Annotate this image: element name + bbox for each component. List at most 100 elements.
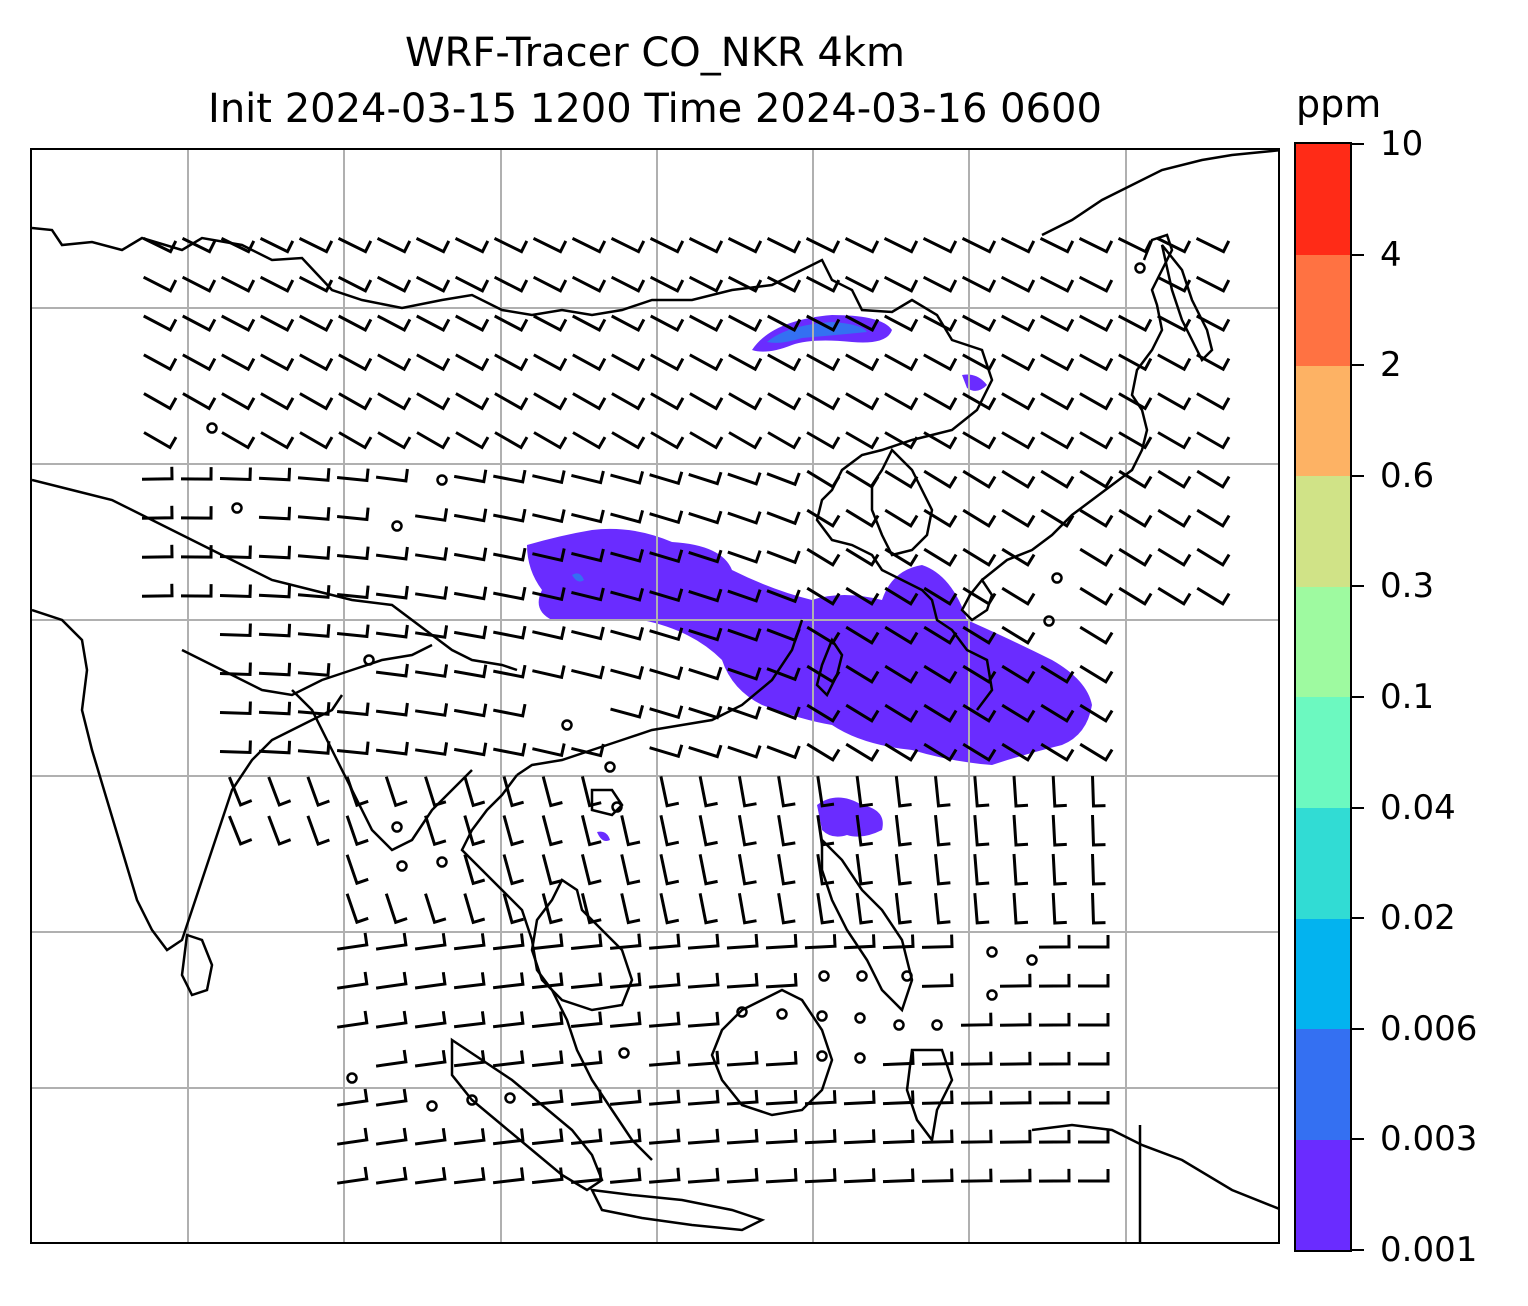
wind-barb [767, 392, 802, 411]
wind-barb [377, 431, 412, 450]
wind-barb [973, 853, 990, 886]
wind-barb [855, 853, 873, 886]
wind-barb [1157, 586, 1192, 606]
wind-barb [297, 702, 331, 716]
wind-barb [728, 353, 763, 372]
wind-barb [1157, 547, 1192, 567]
wind-barb [494, 431, 529, 450]
wind-barb [1079, 431, 1114, 450]
wind-barb [934, 892, 951, 925]
wind-barb [375, 702, 409, 717]
wind-barb [659, 814, 680, 847]
wind-barb [884, 469, 919, 489]
wind-barb [414, 547, 449, 561]
wind-barb [649, 471, 684, 486]
wind-barb [414, 971, 447, 990]
wind-barb [531, 1167, 564, 1185]
wind-barb [532, 743, 566, 758]
wind-barb [687, 972, 720, 989]
wind-barb [492, 1167, 525, 1185]
wind-barb [611, 314, 646, 333]
wind-barb [962, 508, 997, 528]
wind-barb [806, 703, 841, 723]
wind-barb [541, 854, 563, 886]
wind-barb [384, 893, 408, 925]
wind-barb [649, 549, 684, 564]
colorbar-tick-label: 0.6 [1380, 455, 1435, 496]
coastline-newguinea [1031, 1123, 1278, 1210]
calm-wind-marker [436, 474, 448, 486]
wind-barb [143, 314, 178, 333]
wind-barb [375, 663, 409, 678]
wind-barb [572, 353, 607, 372]
wind-barb [1157, 469, 1192, 489]
wind-barb [923, 586, 958, 606]
wind-barb [1157, 314, 1192, 333]
wind-barb [414, 932, 447, 951]
wind-barb [883, 237, 919, 254]
wind-barb [766, 550, 801, 565]
calm-wind-marker [776, 1008, 788, 1020]
calm-wind-marker [426, 1100, 438, 1112]
map-panel[interactable] [30, 148, 1280, 1244]
wind-barb [806, 664, 841, 684]
wind-barb [336, 585, 370, 600]
coastline-philippines [820, 836, 914, 1013]
wind-barb [620, 854, 641, 886]
wind-barb [843, 1168, 876, 1184]
wind-barb [338, 392, 373, 411]
wind-barb [1196, 547, 1231, 567]
wind-barb [999, 1129, 1032, 1144]
wind-barb [1078, 237, 1114, 254]
wind-barb [884, 314, 919, 333]
wind-barb [766, 275, 802, 293]
wind-barb [960, 1129, 993, 1144]
wind-barb [182, 314, 217, 333]
calm-wind-marker [816, 1010, 828, 1022]
wind-barb [533, 431, 568, 450]
wind-barb [492, 933, 525, 951]
wind-barb [384, 776, 408, 808]
wind-barb [765, 1051, 798, 1067]
wind-barb [1079, 353, 1114, 372]
wind-barb [375, 624, 409, 639]
wind-barb [345, 893, 369, 925]
wind-barb [1196, 353, 1231, 372]
wind-barb [923, 314, 958, 333]
wind-barb [570, 1011, 603, 1028]
wind-barb [688, 549, 723, 564]
wind-barb [973, 814, 990, 847]
plume-main-core [572, 573, 584, 582]
wind-barb [375, 468, 409, 483]
wind-barb [299, 392, 334, 411]
wind-barb [609, 933, 642, 950]
colorbar-tick [1352, 253, 1364, 256]
calm-wind-marker [818, 970, 830, 982]
wind-barb [620, 815, 641, 847]
coastline-sumatra [450, 1037, 604, 1192]
calm-wind-marker [391, 821, 403, 833]
wind-barb [220, 275, 256, 293]
wind-barb [219, 701, 252, 716]
wind-barb [415, 237, 451, 254]
wind-barb [1038, 934, 1071, 949]
wind-barb [531, 1128, 564, 1146]
wind-barb [228, 776, 253, 807]
wind-barb [1001, 586, 1036, 606]
wind-barb [973, 775, 990, 808]
wind-barb [726, 1128, 759, 1145]
wind-barb [962, 392, 997, 411]
wind-barb [804, 1168, 837, 1184]
wind-barb [297, 468, 331, 482]
wind-barb [298, 237, 334, 254]
wind-barb [999, 1051, 1032, 1066]
wind-barb [414, 586, 449, 600]
wind-barb [689, 314, 724, 333]
calm-wind-marker [436, 856, 448, 868]
wind-barb [1091, 814, 1106, 847]
calm-wind-marker [854, 1012, 866, 1024]
wind-barb [180, 584, 213, 598]
wind-barb [728, 314, 763, 333]
colorbar-tick-label: 0.02 [1380, 898, 1456, 939]
wind-barb [493, 469, 527, 484]
